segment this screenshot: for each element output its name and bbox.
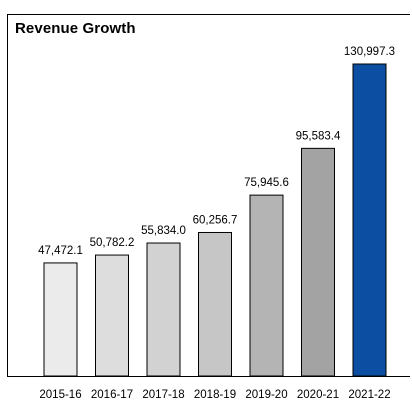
x-tick-label-2017-18: 2017-18 bbox=[142, 389, 184, 401]
value-label-2020-21: 95,583.4 bbox=[296, 130, 341, 142]
value-label-2019-20: 75,945.6 bbox=[244, 177, 289, 189]
x-tick-label-2020-21: 2020-21 bbox=[297, 389, 339, 401]
x-tick-label-2019-20: 2019-20 bbox=[245, 389, 287, 401]
value-label-2018-19: 60,256.7 bbox=[193, 214, 238, 226]
value-label-2016-17: 50,782.2 bbox=[90, 237, 135, 249]
bar-2019-20 bbox=[249, 194, 284, 377]
x-tick-label-2015-16: 2015-16 bbox=[39, 389, 81, 401]
bar-2015-16 bbox=[43, 262, 78, 377]
value-label-2017-18: 55,834.0 bbox=[141, 225, 186, 237]
x-tick-label-2016-17: 2016-17 bbox=[91, 389, 133, 401]
x-tick-label-2018-19: 2018-19 bbox=[194, 389, 236, 401]
bar-2021-22 bbox=[352, 63, 387, 377]
chart-title: Revenue Growth bbox=[15, 20, 136, 37]
value-label-2021-22: 130,997.3 bbox=[344, 46, 395, 58]
x-tick-label-2021-22: 2021-22 bbox=[348, 389, 390, 401]
bar-2018-19 bbox=[198, 231, 232, 377]
bar-2016-17 bbox=[95, 254, 129, 377]
value-label-2015-16: 47,472.1 bbox=[38, 245, 83, 257]
bar-2020-21 bbox=[301, 147, 335, 377]
bar-2017-18 bbox=[146, 242, 181, 377]
